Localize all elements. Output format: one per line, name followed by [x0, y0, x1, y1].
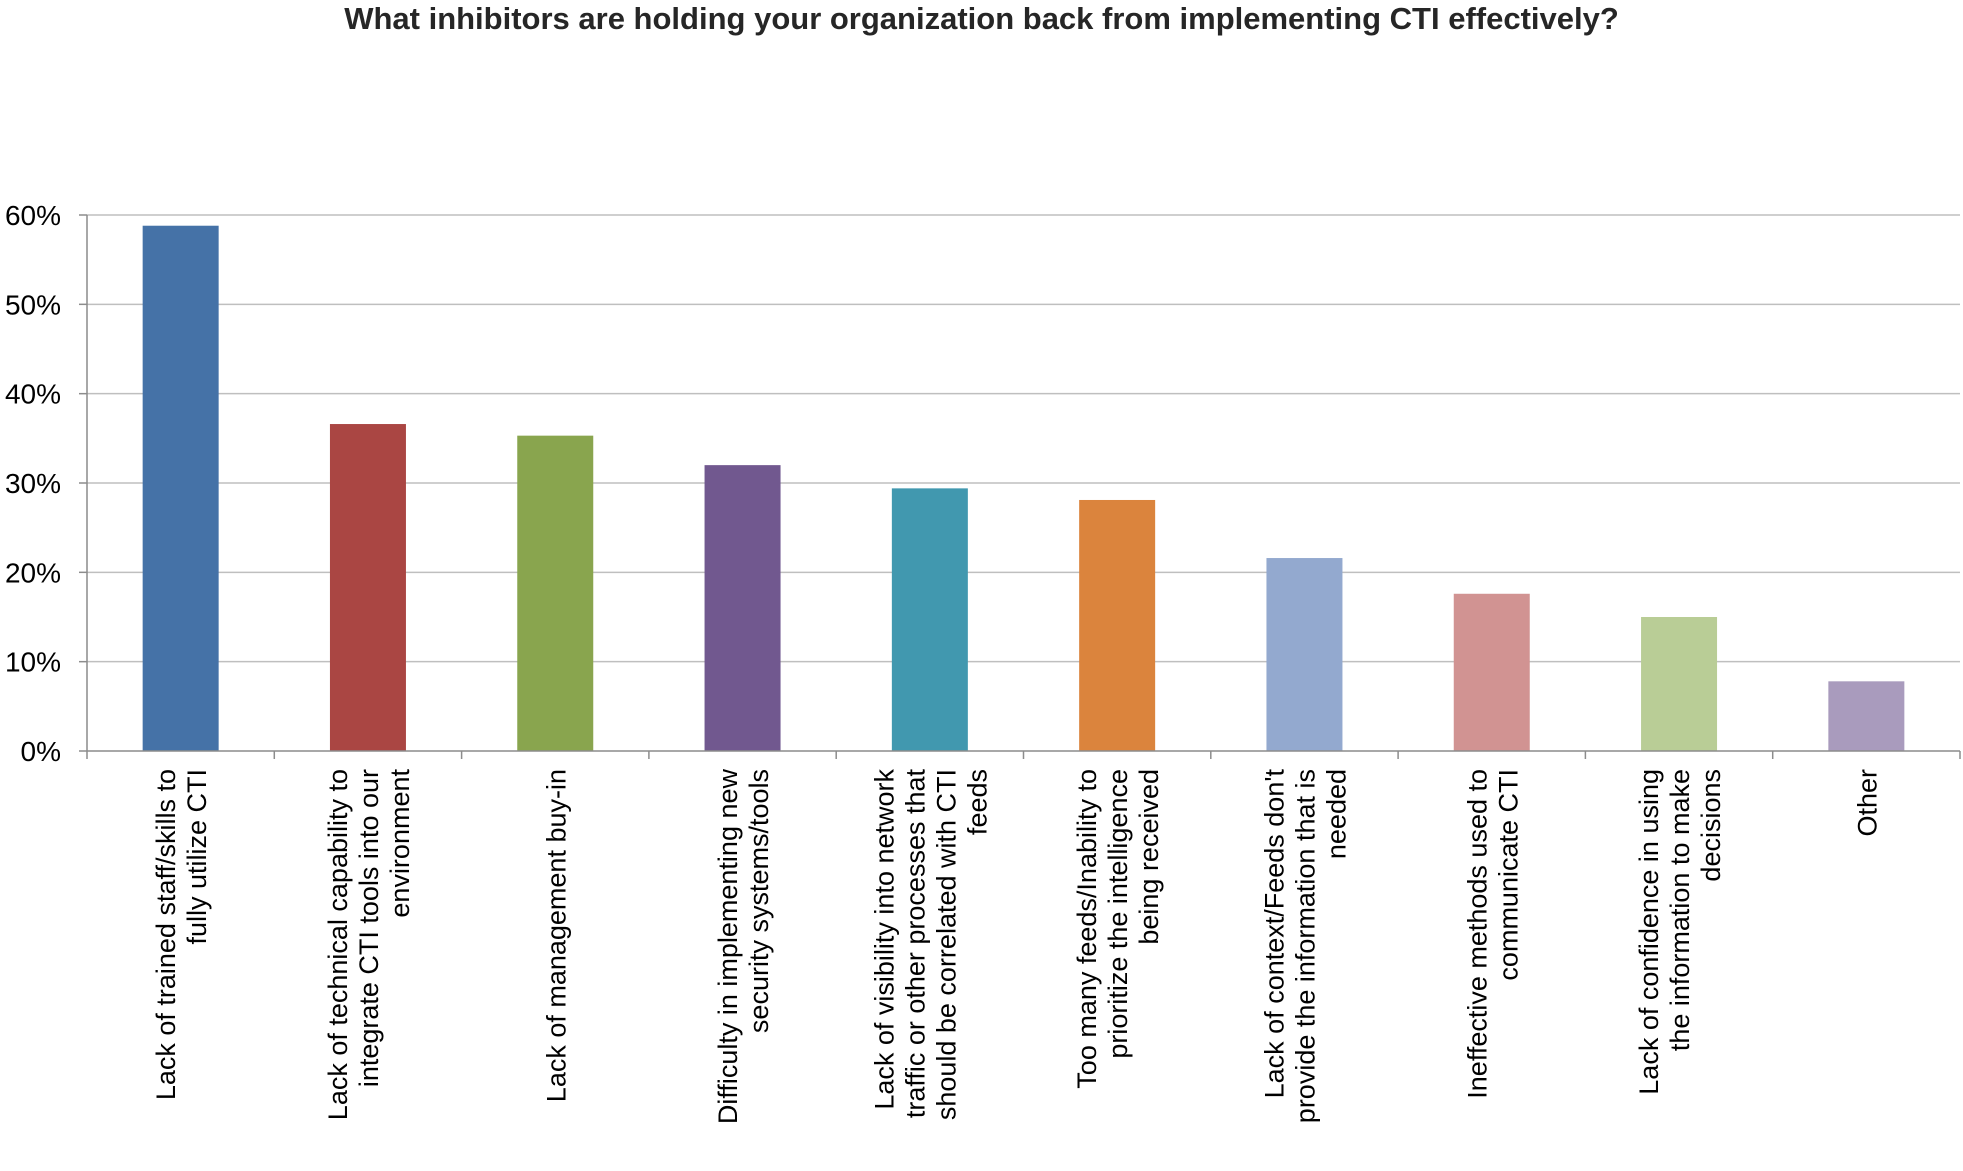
x-category-label-line: Lack of context/Feeds don't	[1259, 769, 1289, 1099]
y-tick-label: 10%	[5, 647, 61, 678]
x-category-label: Too many feeds/Inability to prioritize th…	[1072, 769, 1164, 1089]
y-tick-label: 0%	[21, 736, 61, 767]
x-category-label: Difficulty in implementing new security s…	[713, 769, 774, 1125]
x-category-label: Lack of trained staff/skills to fully uti…	[151, 769, 212, 1100]
y-tick-label: 30%	[5, 468, 61, 499]
y-tick-label: 40%	[5, 379, 61, 410]
bar	[891, 488, 968, 751]
x-category-label: Lack of context/Feeds don't provide the i…	[1259, 769, 1351, 1124]
axes	[79, 214, 1961, 759]
x-category-label-line: the information to make	[1665, 769, 1695, 1051]
bar	[704, 465, 781, 751]
bar	[517, 435, 594, 751]
x-category-label-line: Lack of technical capability to	[323, 769, 353, 1120]
x-category-label-line: security systems/tools	[744, 769, 774, 1033]
bar	[1453, 593, 1530, 751]
x-category-label-line: fully utilize CTI	[182, 769, 212, 945]
x-category-label-line: Lack of trained staff/skills to	[151, 769, 181, 1100]
x-category-label: Lack of management buy-in	[541, 769, 571, 1102]
bar	[1641, 617, 1718, 751]
chart-title: What inhibitors are holding your organiz…	[344, 1, 1619, 36]
y-axis-tick-labels: 0% 10% 20% 30% 40% 50% 60%	[5, 200, 61, 767]
x-category-label: Other	[1852, 769, 1882, 837]
x-category-label-line: Difficulty in implementing new	[713, 769, 743, 1125]
y-tick-label: 50%	[5, 289, 61, 320]
x-category-label-line: needed	[1321, 769, 1351, 859]
x-category-label-line: Lack of visibility into network	[869, 769, 899, 1110]
bar	[329, 424, 406, 751]
x-category-label-line: should be correlated with CTI	[931, 769, 961, 1120]
x-category-label-line: environment	[385, 769, 415, 918]
x-category-label-line: Other	[1852, 769, 1882, 837]
x-category-label-line: Too many feeds/Inability to	[1072, 769, 1102, 1089]
x-category-label-line: provide the information that is	[1290, 769, 1320, 1123]
bar	[1266, 558, 1343, 751]
x-category-label: Lack of visibility into network traffic o…	[869, 769, 992, 1121]
y-tick-label: 60%	[5, 200, 61, 231]
x-category-label-line: decisions	[1696, 769, 1726, 882]
x-category-label-line: feeds	[962, 769, 992, 835]
bar	[1828, 681, 1905, 751]
x-category-label-line: communicate CTI	[1493, 769, 1523, 981]
x-category-label-line: Lack of management buy-in	[541, 769, 571, 1102]
bar	[1079, 499, 1156, 751]
x-category-label-line: prioritize the intelligence	[1103, 769, 1133, 1059]
bars	[142, 225, 1905, 752]
x-category-label-line: traffic or other processes that	[900, 769, 930, 1119]
x-axis-category-labels: Lack of trained staff/skills to fully uti…	[151, 769, 1882, 1125]
x-category-label-line: being received	[1134, 769, 1164, 945]
x-category-label-line: integrate CTI tools into our	[354, 769, 384, 1087]
x-category-label: Ineffective methods used to communicate C…	[1462, 769, 1523, 1099]
x-category-label-line: Ineffective methods used to	[1462, 769, 1492, 1099]
y-tick-label: 20%	[5, 557, 61, 588]
x-category-label-line: Lack of confidence in using	[1634, 769, 1664, 1095]
bar	[142, 225, 219, 752]
x-category-label: Lack of technical capability to integrate…	[323, 769, 415, 1121]
x-category-label: Lack of confidence in using the informati…	[1634, 769, 1726, 1095]
